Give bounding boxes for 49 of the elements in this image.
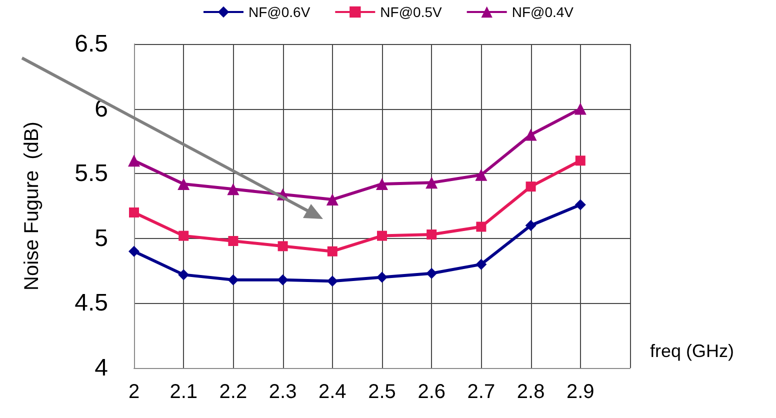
point (526, 182, 536, 192)
y-tick-label: 4 (94, 354, 108, 382)
point (574, 199, 586, 210)
y-tick-label: 4.5 (74, 290, 108, 317)
point (574, 102, 586, 115)
x-tick-label: 2.7 (467, 381, 496, 403)
point (376, 178, 388, 190)
point (476, 222, 486, 232)
x-tick-label: 2.6 (418, 381, 446, 403)
point (525, 220, 536, 231)
x-axis-title: freq (GHz) (650, 341, 734, 361)
point (426, 176, 438, 189)
point (228, 236, 238, 246)
y-tick-label: 5.5 (74, 160, 108, 188)
point (426, 268, 438, 279)
point (475, 168, 488, 181)
point (277, 274, 288, 286)
x-tick-label: 2.1 (170, 381, 198, 403)
point (327, 246, 338, 256)
x-tick-label: 2 (128, 381, 140, 403)
point (227, 183, 240, 196)
y-tick-label: 6.5 (74, 30, 108, 58)
point (524, 128, 537, 141)
legend-label: NF@0.5V (380, 4, 442, 20)
point (278, 241, 288, 252)
x-tick-label: 2.9 (566, 381, 594, 403)
legend-label: NF@0.6V (248, 4, 311, 20)
point (575, 156, 586, 166)
y-axis-title: Noise Fugure (dB) (21, 122, 43, 290)
x-tick-label: 2.4 (318, 381, 346, 403)
point (178, 269, 190, 280)
point (178, 178, 190, 190)
x-tick-label: 2.3 (268, 381, 297, 403)
point (326, 276, 338, 287)
point (476, 258, 487, 270)
legend-label: NF@0.4V (512, 4, 574, 20)
point (178, 230, 189, 241)
y-tick-label: 5 (94, 224, 108, 252)
point (376, 272, 388, 283)
point (326, 194, 338, 206)
x-tick-label: 2.5 (368, 381, 396, 403)
point (377, 230, 387, 241)
point (426, 230, 437, 240)
x-tick-label: 2.8 (516, 381, 545, 403)
point (228, 274, 239, 286)
point (128, 246, 140, 257)
x-tick-label: 2.2 (219, 381, 248, 403)
point (129, 207, 139, 218)
point (128, 154, 140, 167)
